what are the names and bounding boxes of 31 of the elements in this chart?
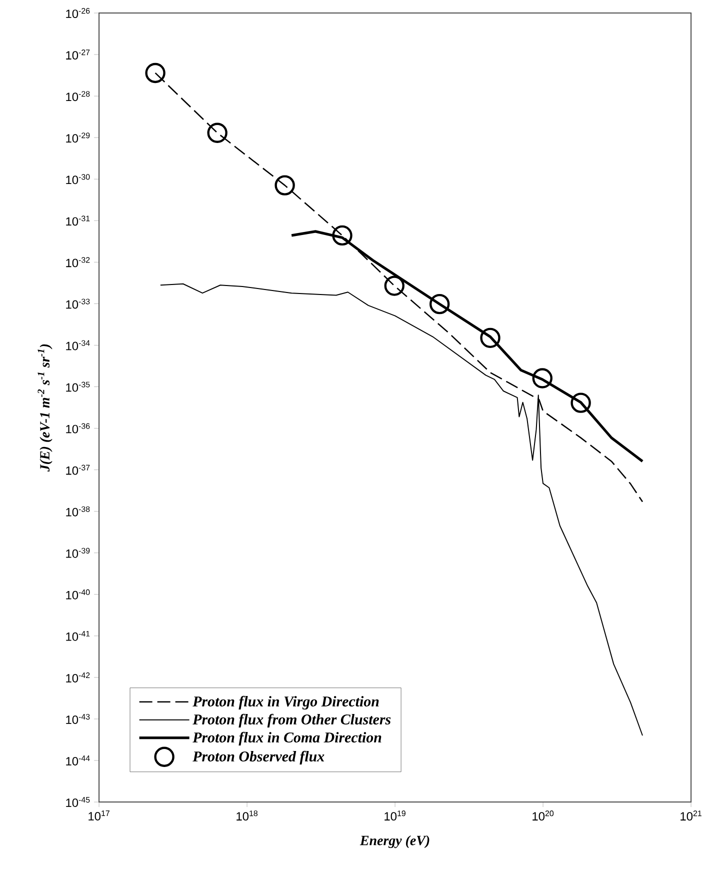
x-tick-label: 10$^{17}$: [88, 810, 110, 820]
y-tick-label: 10$^{-36}$: [66, 423, 90, 434]
legend-label: Proton flux in Coma Direction: [192, 732, 382, 746]
y-tick-label: 10$^{-26}$: [66, 8, 90, 18]
x-axis-title: Energy (eV): [360, 835, 430, 848]
y-tick-label: 10$^{-45}$: [66, 797, 90, 807]
legend-label: Proton flux in Virgo Direction: [192, 696, 379, 710]
legend-label: Proton Observed flux: [192, 750, 324, 765]
y-tick-label: 10$^{-43}$: [66, 714, 90, 724]
y-tick-label: 10$^{-42}$: [66, 672, 90, 682]
y-tick-label: 10$^{-32}$: [66, 257, 90, 268]
y-tick-label: 10$^{-34}$: [66, 340, 90, 350]
y-tick-label: 10$^{-31}$: [66, 216, 90, 226]
y-tick-label: 10$^{-41}$: [66, 630, 90, 641]
x-tick-label: 10$^{19}$: [384, 810, 406, 821]
y-tick-label: 10$^{-35}$: [66, 382, 90, 392]
y-tick-label: 10$^{-29}$: [66, 132, 90, 143]
y-axis-title: J(E) (eV-1 m$^{-2}$ s$^{-1}$ sr$^{-1}$): [38, 344, 53, 472]
y-tick-label: 10$^{-28}$: [66, 91, 90, 102]
y-tick-label: 10$^{-44}$: [66, 756, 90, 766]
legend-label: Proton flux from Other Clusters: [192, 714, 391, 728]
x-tick-label: 10$^{20}$: [532, 810, 554, 821]
y-tick-label: 10$^{-38}$: [66, 506, 90, 516]
x-tick-label: 10$^{21}$: [680, 810, 702, 821]
y-tick-label: 10$^{-39}$: [66, 548, 90, 558]
y-tick-label: 10$^{-30}$: [66, 174, 90, 184]
x-tick-label: 10$^{18}$: [236, 810, 258, 821]
y-tick-label: 10$^{-33}$: [66, 298, 90, 309]
y-tick-label: 10$^{-40}$: [66, 589, 90, 600]
y-tick-label: 10$^{-27}$: [66, 50, 90, 60]
y-tick-label: 10$^{-37}$: [66, 464, 90, 475]
